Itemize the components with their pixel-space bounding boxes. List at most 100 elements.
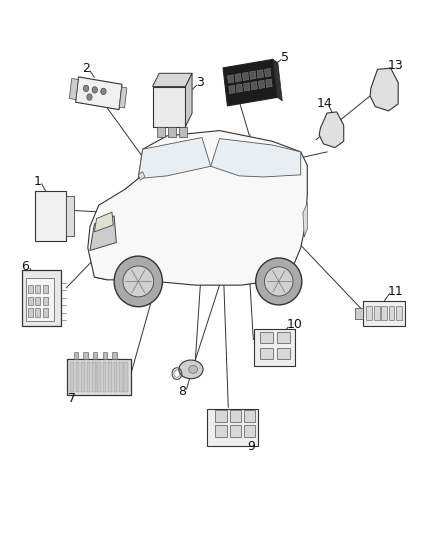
Ellipse shape [179, 360, 202, 378]
Bar [168, 126, 176, 137]
Bar [227, 75, 233, 83]
Bar [66, 196, 74, 236]
Polygon shape [210, 139, 300, 177]
Bar [265, 79, 272, 87]
Bar [223, 59, 277, 106]
Bar [92, 362, 95, 392]
Bar [373, 306, 378, 320]
Bar [86, 362, 90, 392]
Bar [207, 409, 258, 446]
Polygon shape [272, 59, 282, 101]
Ellipse shape [101, 88, 106, 94]
Bar [35, 285, 40, 293]
Polygon shape [138, 138, 210, 179]
Bar [113, 362, 117, 392]
Bar [22, 271, 61, 326]
Bar [75, 77, 122, 110]
Text: 7: 7 [68, 392, 76, 405]
Bar [67, 359, 131, 395]
Bar [253, 329, 294, 366]
Bar [102, 352, 107, 359]
Ellipse shape [255, 258, 301, 305]
Ellipse shape [264, 266, 293, 296]
Ellipse shape [123, 266, 153, 297]
Bar [35, 308, 40, 317]
Bar [250, 82, 257, 90]
Text: 14: 14 [316, 98, 332, 110]
Bar [157, 126, 165, 137]
Bar [42, 308, 48, 317]
Bar [259, 332, 272, 343]
Bar [42, 285, 48, 293]
Bar [229, 410, 240, 422]
Bar [26, 278, 53, 321]
Bar [215, 425, 226, 437]
Polygon shape [185, 73, 192, 126]
Ellipse shape [114, 256, 162, 307]
Polygon shape [369, 68, 397, 111]
Polygon shape [152, 73, 192, 86]
Ellipse shape [87, 94, 92, 100]
Bar [124, 362, 127, 392]
Text: 9: 9 [247, 440, 254, 453]
Bar [396, 306, 401, 320]
Text: 13: 13 [386, 59, 402, 71]
Text: 1: 1 [33, 175, 41, 188]
Bar [215, 410, 226, 422]
Bar [276, 332, 289, 343]
Ellipse shape [83, 85, 88, 92]
Bar [97, 362, 101, 392]
Bar [388, 306, 394, 320]
Bar [236, 84, 242, 92]
Text: 6: 6 [21, 260, 29, 273]
Ellipse shape [188, 366, 197, 373]
Bar [69, 78, 78, 100]
Text: 10: 10 [286, 318, 301, 330]
Text: 8: 8 [178, 385, 186, 398]
Bar [244, 410, 255, 422]
Text: 3: 3 [195, 76, 203, 89]
Text: 11: 11 [386, 285, 402, 297]
Polygon shape [302, 203, 307, 237]
Bar [355, 308, 362, 319]
Polygon shape [90, 216, 116, 251]
Text: 2: 2 [81, 62, 89, 75]
Bar [234, 74, 241, 82]
Bar [264, 68, 270, 77]
Bar [258, 80, 264, 88]
Bar [363, 301, 404, 326]
Bar [259, 348, 272, 359]
Polygon shape [88, 131, 307, 285]
Bar [242, 72, 248, 80]
Bar [28, 285, 33, 293]
Bar [112, 352, 117, 359]
Text: 5: 5 [281, 51, 289, 63]
Bar [81, 362, 85, 392]
Bar [28, 296, 33, 305]
Bar [243, 83, 249, 91]
Bar [249, 71, 256, 79]
Bar [244, 425, 255, 437]
Bar [108, 362, 112, 392]
Bar [74, 352, 78, 359]
Bar [76, 362, 79, 392]
Bar [365, 306, 371, 320]
Bar [71, 362, 74, 392]
Ellipse shape [92, 87, 97, 93]
Bar [119, 362, 122, 392]
Bar [257, 70, 263, 78]
Bar [179, 126, 187, 137]
Polygon shape [94, 212, 113, 232]
Bar [380, 306, 386, 320]
Bar [152, 86, 185, 126]
Polygon shape [138, 172, 145, 180]
Bar [276, 348, 289, 359]
Bar [228, 85, 235, 94]
Bar [28, 308, 33, 317]
FancyBboxPatch shape [35, 191, 66, 241]
Bar [93, 352, 97, 359]
Bar [83, 352, 88, 359]
Bar [229, 425, 240, 437]
Bar [35, 296, 40, 305]
Bar [102, 362, 106, 392]
